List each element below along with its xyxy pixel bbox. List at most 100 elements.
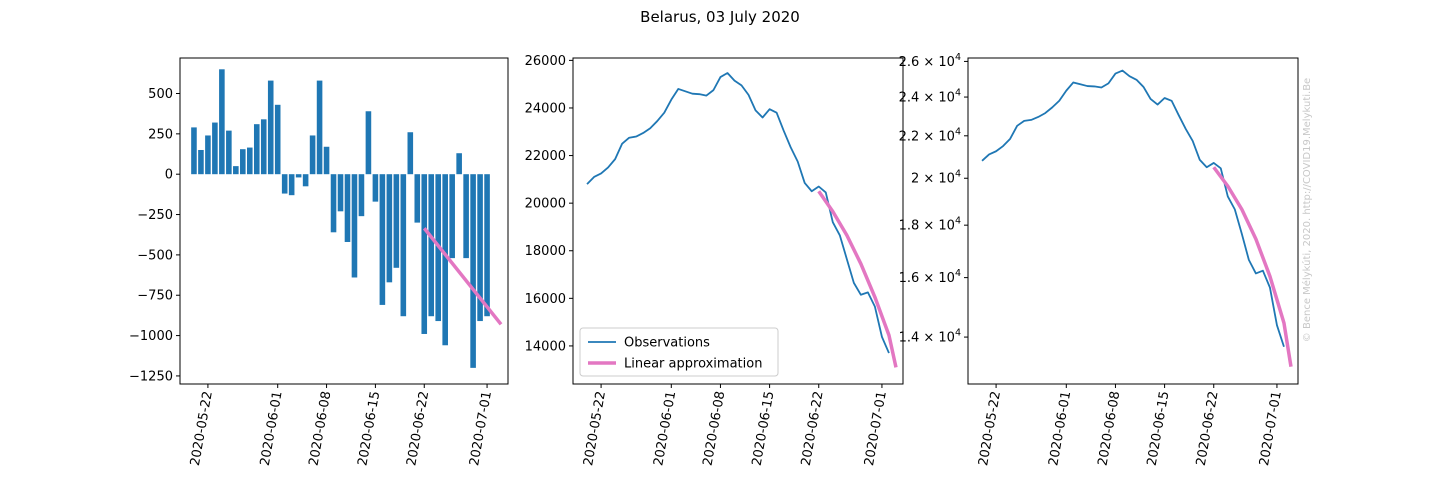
bar (337, 174, 344, 212)
y-tick-label: 16000 (525, 292, 566, 307)
bar (358, 174, 365, 217)
bar (372, 174, 379, 202)
y-tick-label: −750 (137, 289, 173, 304)
legend-box (579, 327, 779, 377)
figure-title: Belarus, 03 July 2020 (640, 8, 800, 26)
legend: Observations Linear approximation (579, 327, 779, 377)
bar (484, 174, 490, 317)
x-tick-label: 2020-06-08 (1095, 390, 1123, 467)
legend-label-approximation: Linear approximation (624, 357, 762, 372)
y-tick-exponent: 4 (955, 88, 961, 99)
bar (463, 174, 469, 259)
x-tick-label: 2020-05-22 (188, 390, 216, 467)
y-tick-exponent: 4 (955, 169, 961, 180)
bar (344, 174, 351, 242)
y-tick-mantissa: 2.2 × 10 (899, 129, 955, 144)
y-tick-label: −1250 (129, 369, 173, 384)
y-tick-label: 2.4 × 104 (899, 88, 961, 106)
y-tick-label: 500 (148, 87, 173, 102)
axes-frame (179, 57, 509, 385)
panel-daily-change: −1250 −1000 −750 −500 −250 0 250 500 2020-05-22 2… (129, 57, 509, 467)
y-tick-mantissa: 2.4 × 10 (899, 91, 955, 106)
bar (205, 135, 211, 175)
bar (212, 122, 218, 175)
y-tick-exponent: 4 (955, 216, 961, 227)
y-tick-label: −500 (137, 248, 173, 263)
bar (260, 119, 267, 175)
x-tick-label: 2020-06-22 (799, 390, 827, 467)
linear-approximation-line (422, 227, 503, 326)
y-tick-label: −250 (137, 208, 173, 223)
bar (309, 135, 316, 175)
x-tick-label: 2020-07-01 (467, 390, 495, 467)
bar (267, 80, 274, 175)
x-tick-label: 2020-06-15 (750, 390, 778, 467)
bar (421, 174, 428, 334)
plot-area (586, 72, 898, 368)
x-tick-label: 2020-06-22 (404, 390, 432, 467)
y-tick-label: 2.6 × 104 (899, 52, 961, 70)
y-tick-mantissa: 2.6 × 10 (899, 55, 955, 70)
bar (316, 80, 323, 175)
bar (379, 174, 386, 305)
y-tick-label: 18000 (525, 244, 566, 259)
bar (407, 132, 414, 175)
bar (281, 174, 288, 194)
x-tick-label: 2020-06-22 (1194, 390, 1222, 467)
y-tick-exponent: 4 (955, 126, 961, 137)
x-tick-label: 2020-05-22 (581, 390, 609, 467)
bar (253, 124, 260, 175)
y-tick-label: 22000 (525, 149, 566, 164)
y-tick-label: 20000 (525, 197, 566, 212)
bar (246, 147, 253, 175)
axes-frame (967, 57, 1299, 385)
bar (442, 174, 448, 346)
y-tick-mantissa: 2 × 10 (911, 172, 955, 187)
x-tick-label: 2020-06-15 (1145, 390, 1173, 467)
x-tick-label: 2020-07-01 (1257, 390, 1285, 467)
bar (233, 166, 239, 175)
y-tick-exponent: 4 (955, 328, 961, 339)
bar (393, 174, 400, 268)
y-tick-label: 24000 (525, 101, 566, 116)
bar (302, 174, 309, 187)
bar (456, 153, 462, 175)
bar (477, 174, 483, 322)
bar (191, 127, 197, 175)
bar (240, 149, 246, 175)
bar (414, 174, 421, 223)
bar (198, 149, 204, 175)
observations-line (586, 72, 890, 354)
legend-label-observations: Observations (624, 336, 710, 351)
y-tick-mantissa: 1.8 × 10 (899, 219, 955, 234)
x-tick-label: 2020-06-01 (258, 390, 286, 467)
y-tick-label: 2.2 × 104 (899, 126, 961, 144)
bar (470, 174, 476, 368)
bar (226, 130, 232, 175)
bar (351, 174, 358, 278)
y-tick-exponent: 4 (955, 268, 961, 279)
y-tick-label: 1.8 × 104 (899, 216, 961, 234)
x-tick-label: 2020-06-01 (1046, 390, 1074, 467)
x-tick-label: 2020-05-22 (976, 390, 1004, 467)
x-tick-label: 2020-06-01 (651, 390, 679, 467)
y-tick-label: 0 (165, 168, 173, 183)
y-tick-label: 1.6 × 104 (899, 268, 961, 286)
panel-active-cases-linear: 14000 16000 18000 20000 22000 24000 26000 2020-… (525, 54, 904, 467)
y-tick-label: 250 (148, 127, 173, 142)
y-tick-label: −1000 (129, 329, 173, 344)
x-tick-label: 2020-06-08 (307, 390, 335, 467)
axes-frame (572, 57, 904, 385)
plot-area (981, 69, 1293, 367)
bar (288, 174, 295, 196)
bar (323, 146, 330, 175)
bar (449, 174, 455, 259)
x-tick-label: 2020-07-01 (862, 390, 890, 467)
y-tick-exponent: 4 (955, 52, 961, 63)
x-tick-label: 2020-06-15 (355, 390, 383, 467)
y-tick-mantissa: 1.6 × 10 (899, 271, 955, 286)
bar (274, 104, 281, 175)
y-tick-label: 1.4 × 104 (899, 328, 961, 346)
